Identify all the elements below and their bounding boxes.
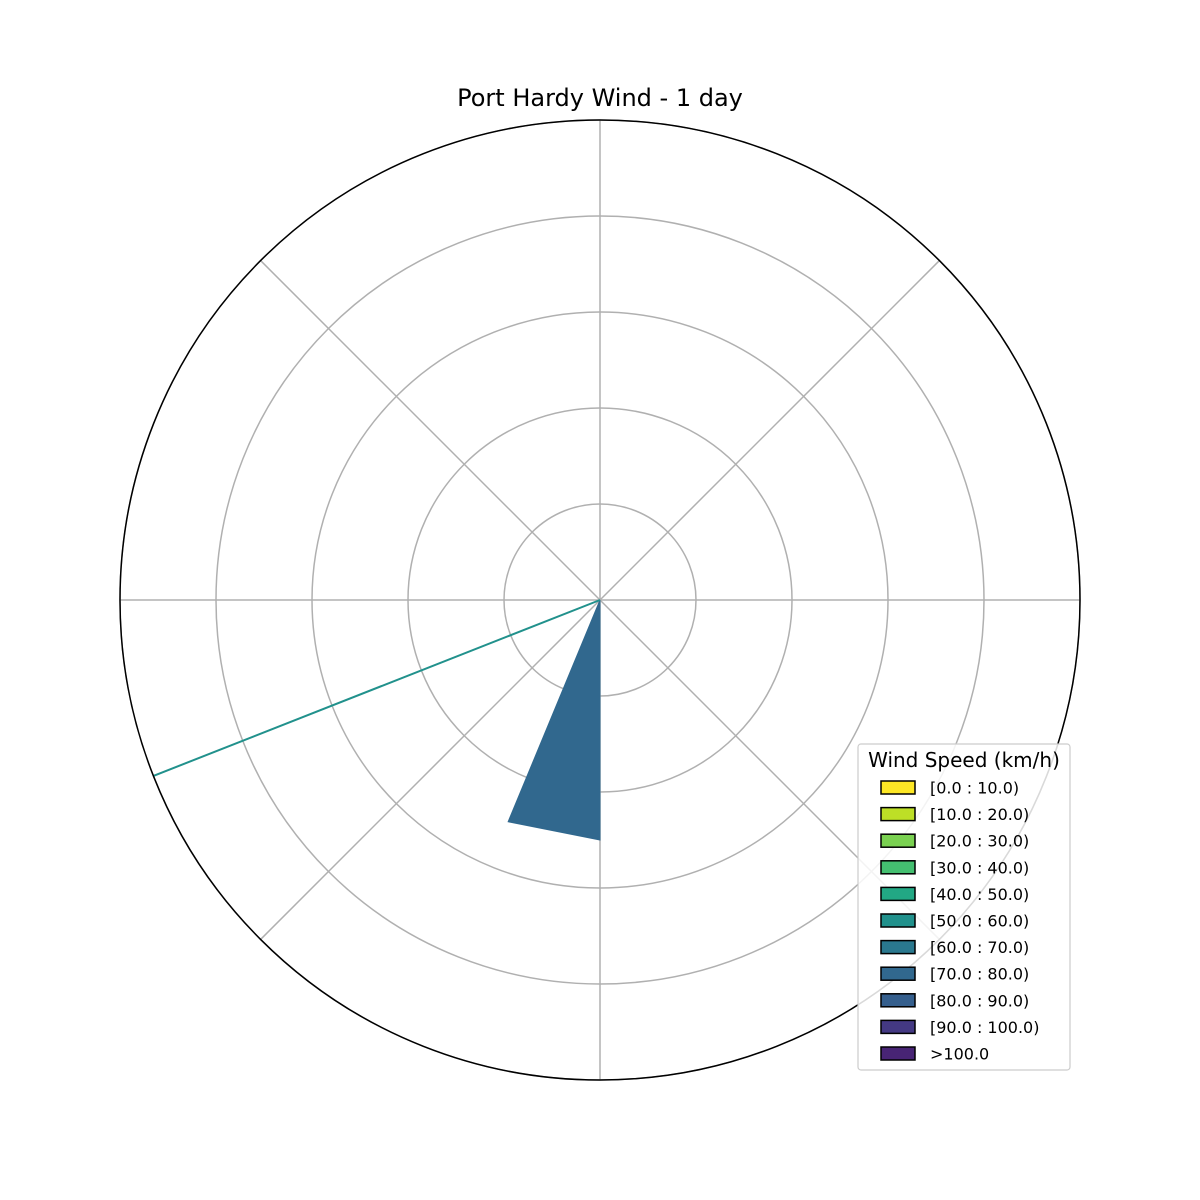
- legend: Wind Speed (km/h) [0.0 : 10.0) [10.0 : 20…: [857, 743, 1071, 1071]
- legend-swatch-7: [880, 939, 916, 955]
- legend-label-10: [90.0 : 100.0): [930, 1018, 1039, 1037]
- legend-swatch-8: [880, 966, 916, 981]
- legend-items: [0.0 : 10.0) [10.0 : 20.0) [20.0 : 30.0) [3…: [880, 779, 1039, 1064]
- legend-swatch-2: [880, 806, 916, 822]
- wind-sectors: [153, 599, 601, 841]
- polar-frame: [119, 119, 1081, 1081]
- legend-label-1: [0.0 : 10.0): [930, 779, 1019, 798]
- legend-title: Wind Speed (km/h): [868, 748, 1060, 772]
- legend-label-9: [80.0 : 90.0): [930, 991, 1029, 1010]
- legend-swatch-11: [880, 1046, 916, 1061]
- legend-swatch-1: [880, 780, 916, 795]
- angular-gridline-45: [599, 260, 940, 601]
- legend-swatch-3: [880, 833, 916, 848]
- legend-label-11: >100.0: [930, 1045, 989, 1064]
- legend-label-2: [10.0 : 20.0): [930, 805, 1029, 824]
- legend-label-5: [40.0 : 50.0): [930, 885, 1029, 904]
- legend-label-7: [60.0 : 70.0): [930, 938, 1029, 957]
- legend-label-6: [50.0 : 60.0): [930, 912, 1029, 931]
- legend-label-8: [70.0 : 80.0): [930, 965, 1029, 984]
- chart-title: Port Hardy Wind - 1 day: [457, 84, 743, 112]
- legend-label-3: [20.0 : 30.0): [930, 832, 1029, 851]
- legend-box: [857, 743, 1071, 1071]
- legend-swatch-5: [880, 886, 916, 902]
- wind-sector-1: [507, 599, 601, 841]
- angular-gridline-225: [260, 599, 601, 940]
- legend-swatch-4: [880, 860, 916, 875]
- legend-swatch-9: [880, 993, 916, 1008]
- wind-sector-2: [153, 599, 601, 777]
- angular-gridline-315: [260, 260, 601, 601]
- legend-label-4: [30.0 : 40.0): [930, 858, 1029, 877]
- legend-swatch-10: [880, 1019, 916, 1035]
- legend-swatch-6: [880, 913, 916, 928]
